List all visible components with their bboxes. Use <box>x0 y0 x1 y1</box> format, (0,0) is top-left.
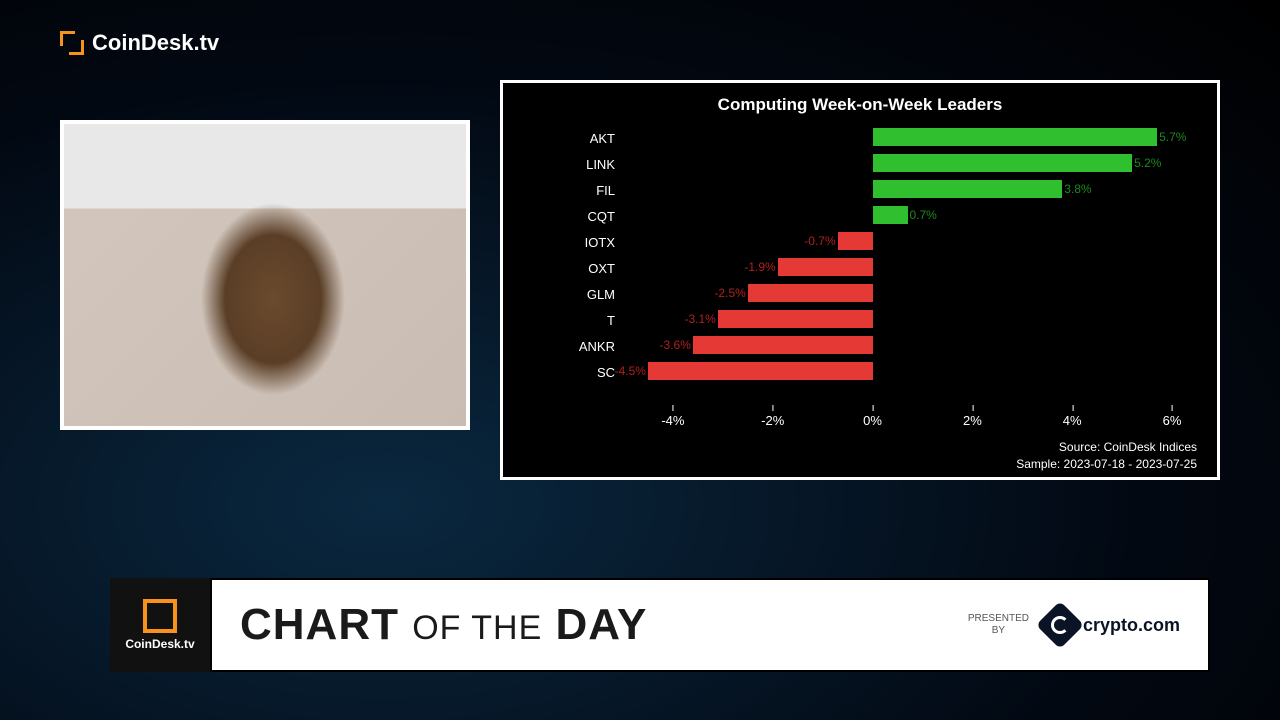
x-axis-tick: 2% <box>963 413 982 428</box>
presented-by-label: PRESENTED BY <box>968 613 1029 637</box>
bar <box>718 310 873 328</box>
bar <box>693 336 873 354</box>
chart-panel: Computing Week-on-Week Leaders AKT 5.7% LI… <box>500 80 1220 480</box>
presenter-video-placeholder <box>64 124 466 426</box>
title-word-thin: OF THE <box>412 609 542 647</box>
bar-track: -0.7% <box>623 229 1197 255</box>
bar-value-label: -0.7% <box>804 234 835 248</box>
x-axis-tick: 0% <box>863 413 882 428</box>
lower-third-logo-block: CoinDesk.tv <box>110 578 210 672</box>
sponsor-block: PRESENTED BY crypto.com <box>968 608 1180 642</box>
bar-row: GLM -2.5% <box>543 281 1197 307</box>
bar <box>648 362 873 380</box>
bar-track: -3.6% <box>623 333 1197 359</box>
bar <box>778 258 873 276</box>
title-word-2: DAY <box>556 600 648 649</box>
bar-track: 5.2% <box>623 151 1197 177</box>
bar-category-label: IOTX <box>543 235 623 250</box>
bar-track: 0.7% <box>623 203 1197 229</box>
bar-track: -2.5% <box>623 281 1197 307</box>
chart-x-axis: -4% -2% 0% 2% 4% 6% <box>623 405 1197 435</box>
bar-value-label: -4.5% <box>615 364 646 378</box>
brand-logo-top: CoinDesk.tv <box>60 30 219 56</box>
bar-category-label: SC <box>543 365 623 380</box>
chart-source-line1: Source: CoinDesk Indices <box>523 439 1197 456</box>
bar-value-label: -1.9% <box>744 260 775 274</box>
bar <box>873 154 1133 172</box>
chart-body: AKT 5.7% LINK 5.2% FIL 3.8% CQT 0.7% IOTX -0.7% OX… <box>543 125 1197 405</box>
bar-category-label: OXT <box>543 261 623 276</box>
bar-value-label: 0.7% <box>910 208 937 222</box>
x-axis-tick: -2% <box>761 413 784 428</box>
x-axis-tick: 6% <box>1163 413 1182 428</box>
bar-category-label: CQT <box>543 209 623 224</box>
lower-third-title: CHART OF THE DAY <box>240 600 647 650</box>
bar-value-label: 5.7% <box>1159 130 1186 144</box>
bar-row: OXT -1.9% <box>543 255 1197 281</box>
presenter-video-box <box>60 120 470 430</box>
bar-value-label: 3.8% <box>1064 182 1091 196</box>
chart-source-line2: Sample: 2023-07-18 - 2023-07-25 <box>523 456 1197 473</box>
bar-category-label: AKT <box>543 131 623 146</box>
title-word-1: CHART <box>240 600 399 649</box>
bar <box>873 206 908 224</box>
bar-category-label: ANKR <box>543 339 623 354</box>
bar-row: LINK 5.2% <box>543 151 1197 177</box>
bar-track: 3.8% <box>623 177 1197 203</box>
bar <box>838 232 873 250</box>
bar-value-label: 5.2% <box>1134 156 1161 170</box>
bar-category-label: GLM <box>543 287 623 302</box>
sponsor-name: crypto.com <box>1083 615 1180 636</box>
lower-third-logo-text: CoinDesk.tv <box>125 637 194 651</box>
bar-track: 5.7% <box>623 125 1197 151</box>
bar-value-label: -3.6% <box>660 338 691 352</box>
lower-third-banner: CHART OF THE DAY PRESENTED BY crypto.com <box>210 578 1210 672</box>
bar-value-label: -3.1% <box>684 312 715 326</box>
x-axis-tick: 4% <box>1063 413 1082 428</box>
sponsor-logo: crypto.com <box>1043 608 1180 642</box>
bar-category-label: LINK <box>543 157 623 172</box>
bar-track: -3.1% <box>623 307 1197 333</box>
bar <box>748 284 873 302</box>
bar-row: T -3.1% <box>543 307 1197 333</box>
cryptocom-icon <box>1036 601 1084 649</box>
chart-title: Computing Week-on-Week Leaders <box>523 95 1197 115</box>
bar-row: IOTX -0.7% <box>543 229 1197 255</box>
bar-track: -1.9% <box>623 255 1197 281</box>
bar-value-label: -2.5% <box>714 286 745 300</box>
chart-source: Source: CoinDesk Indices Sample: 2023-07… <box>523 439 1197 473</box>
bar-row: SC-4.5% <box>543 359 1197 385</box>
bar-category-label: FIL <box>543 183 623 198</box>
bar-category-label: T <box>543 313 623 328</box>
coindesk-logo-icon <box>143 599 177 633</box>
bar-row: ANKR -3.6% <box>543 333 1197 359</box>
bar-row: CQT 0.7% <box>543 203 1197 229</box>
bar <box>873 180 1063 198</box>
bar <box>873 128 1158 146</box>
bar-row: AKT 5.7% <box>543 125 1197 151</box>
bar-row: FIL 3.8% <box>543 177 1197 203</box>
bar-track: -4.5% <box>623 359 1197 385</box>
coindesk-logo-icon <box>60 31 84 55</box>
brand-name: CoinDesk.tv <box>92 30 219 56</box>
lower-third: CoinDesk.tv CHART OF THE DAY PRESENTED B… <box>110 578 1210 672</box>
x-axis-tick: -4% <box>661 413 684 428</box>
